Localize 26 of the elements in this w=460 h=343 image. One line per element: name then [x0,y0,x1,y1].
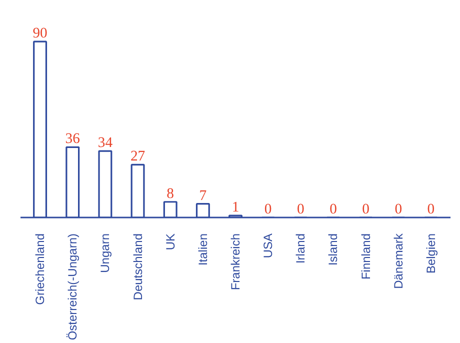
x-tick-label: Irland [294,233,308,264]
data-label: 0 [264,202,272,218]
data-label: 8 [166,186,174,202]
x-tick-label: Belgien [424,234,438,274]
x-tick-label: Dänemark [391,232,406,289]
x-tick-label: UK [163,234,178,250]
x-tick-label: Österreich(-Ungarn) [66,233,80,340]
data-label: 0 [330,202,337,218]
data-label: 0 [427,202,435,218]
data-label: 90 [32,26,48,42]
data-label: 7 [199,188,207,204]
x-tick-label: Deutschland [130,233,145,300]
data-label: 34 [98,135,114,152]
x-tick-label: Frankreich [228,233,242,290]
data-label: 0 [394,202,402,218]
data-label: 0 [362,202,370,218]
x-tick-label: Island [326,233,340,266]
data-label: 27 [130,148,146,165]
x-tick-label: Ungarn [98,234,112,273]
x-tick-label: USA [261,233,276,258]
x-tick-label: Griechenland [33,233,48,305]
x-tick-label: Italien [196,233,210,266]
data-label: 36 [65,131,80,148]
data-label: 0 [296,202,304,218]
data-label: 1 [232,200,240,216]
x-tick-label: Finnland [358,234,373,280]
